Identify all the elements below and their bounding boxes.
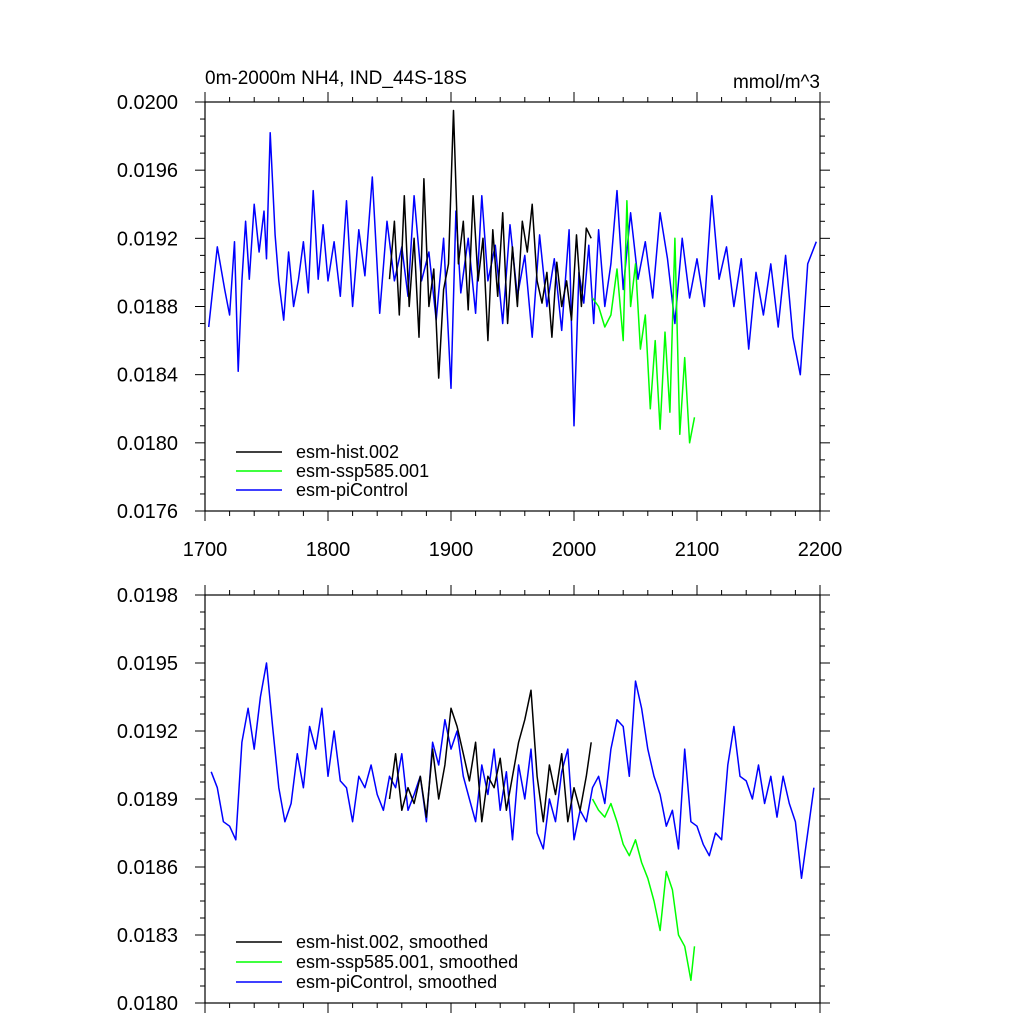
smoothed-panel: 0.0180 0.0183 0.0186 0.0189 0.0192 0.0195 0.01… (117, 585, 830, 1015)
legend-label: esm-piControl, smoothed (296, 972, 497, 992)
y-tick-label: 0.0196 (117, 160, 178, 182)
panel-title: 0m-2000m NH4, IND_44S-18S (205, 68, 467, 89)
legend-label: esm-ssp585.001 (296, 461, 429, 481)
legend-label: esm-piControl (296, 480, 408, 500)
y-tick-label: 0.0189 (117, 789, 178, 811)
raw-panel: 0m-2000m NH4, IND_44S-18S mmol/m^3 1700 1… (117, 68, 842, 561)
series-line-esm-hist-002 (390, 111, 592, 379)
y-tick-label: 0.0180 (117, 993, 178, 1015)
y-tick-label: 0.0200 (117, 92, 178, 114)
series-line-esm-ssp585-001 (593, 201, 695, 443)
x-tick-label: 1800 (306, 539, 351, 561)
series-line-esm-picontrol-smoothed (211, 663, 814, 878)
legend-label: esm-ssp585.001, smoothed (296, 952, 518, 972)
axes: 1700 1800 1900 2000 2100 2200 0.0176 0.0180 0.01… (117, 92, 842, 561)
figure: 0m-2000m NH4, IND_44S-18S mmol/m^3 1700 1… (0, 0, 1024, 1024)
series-line-esm-hist-002-smoothed (390, 690, 592, 822)
legend-label: esm-hist.002 (296, 442, 399, 462)
x-tick-label: 2200 (798, 539, 843, 561)
y-tick-label: 0.0198 (117, 585, 178, 607)
y-tick-label: 0.0192 (117, 721, 178, 743)
series-line-esm-picontrol (209, 133, 817, 426)
y-tick-label: 0.0183 (117, 925, 178, 947)
y-tick-label: 0.0195 (117, 653, 178, 675)
y-tick-label: 0.0180 (117, 433, 178, 455)
y-tick-label: 0.0186 (117, 857, 178, 879)
x-tick-label: 1700 (183, 539, 228, 561)
units-label: mmol/m^3 (733, 72, 820, 93)
y-tick-label: 0.0176 (117, 501, 178, 523)
y-tick-label: 0.0192 (117, 228, 178, 250)
y-tick-label: 0.0188 (117, 297, 178, 319)
series-group (209, 111, 817, 443)
y-tick-label: 0.0184 (117, 365, 178, 387)
x-tick-label: 2100 (675, 539, 720, 561)
x-tick-label: 2000 (552, 539, 597, 561)
legend-label: esm-hist.002, smoothed (296, 932, 488, 952)
x-tick-label: 1900 (429, 539, 474, 561)
